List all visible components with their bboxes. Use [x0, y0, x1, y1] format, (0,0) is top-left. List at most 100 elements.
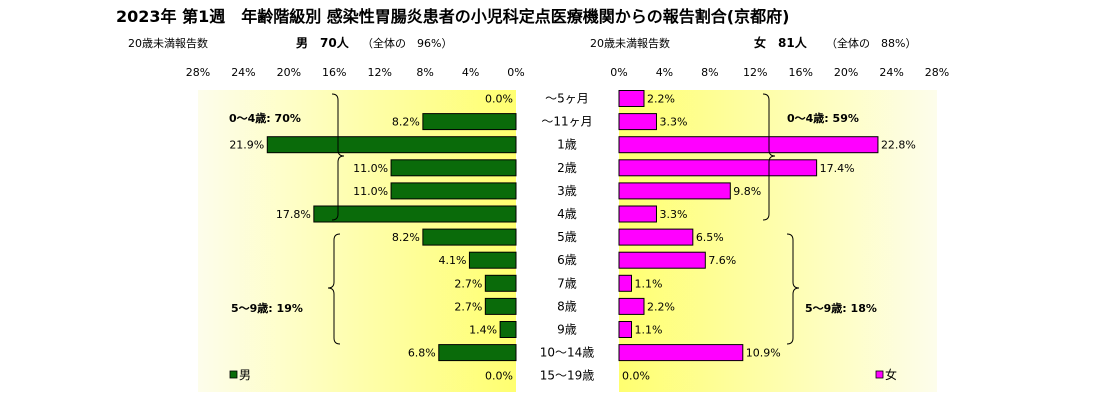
male-bar [313, 205, 517, 223]
female-value-label: 17.4% [820, 162, 855, 175]
male-x-tick-label: 12% [367, 66, 391, 79]
category-label: 4歳 [557, 207, 577, 221]
male-value-label: 21.9% [229, 139, 264, 152]
female-x-tick-label: 20% [834, 66, 858, 79]
right-header-summary: 女 81人 [754, 35, 808, 50]
male-bar [484, 297, 517, 315]
female-x-tick-label: 4% [656, 66, 673, 79]
female-value-label: 2.2% [647, 300, 675, 313]
female-x-axis: 0% 4% 8% 12% 16% 20% 24% 28% [610, 66, 949, 79]
female-0-4-annotation: 0～4歳: 59% [787, 111, 859, 125]
category-label: 6歳 [557, 253, 577, 267]
male-x-tick-label: 28% [186, 66, 210, 79]
chart-title: 2023年 第1週 年齢階級別 感染性胃腸炎患者の小児科定点医療機関からの報告割… [116, 7, 789, 26]
female-5-9-brace [786, 233, 800, 345]
male-5-9-annotation: 5～9歳: 19% [231, 301, 303, 315]
male-bar [266, 136, 517, 154]
left-header-note: （全体の 96%） [362, 36, 452, 50]
female-x-tick-label: 0% [610, 66, 627, 79]
male-value-label: 2.7% [454, 277, 482, 290]
female-value-label: 10.9% [746, 347, 781, 360]
category-labels: ～5ヶ月 ～11ヶ月 1歳 2歳 3歳 4歳 5歳 6歳 7歳 8歳 9歳 10～14歳 15～19歳 [540, 92, 595, 383]
female-x-tick-label: 12% [743, 66, 767, 79]
male-value-label: 17.8% [276, 208, 311, 221]
male-value-label: 11.0% [353, 162, 388, 175]
female-5-9-annotation: 5～9歳: 18% [805, 301, 877, 315]
female-value-label: 3.3% [659, 208, 687, 221]
male-legend-label: 男 [239, 368, 251, 382]
female-value-label: 6.5% [696, 231, 724, 244]
male-x-tick-label: 20% [277, 66, 301, 79]
right-header-note: （全体の 88%） [826, 36, 916, 50]
female-value-label: 1.1% [634, 324, 662, 337]
female-bar [618, 251, 706, 269]
category-label: 7歳 [557, 276, 577, 290]
male-0-4-annotation: 0～4歳: 70% [229, 111, 301, 125]
male-0-4-brace [331, 93, 345, 221]
female-bar [618, 90, 645, 107]
category-label: ～11ヶ月 [541, 115, 592, 129]
male-x-tick-label: 4% [462, 66, 479, 79]
male-x-tick-label: 0% [507, 66, 524, 79]
male-x-tick-label: 24% [231, 66, 255, 79]
male-5-9-brace [327, 233, 341, 345]
category-label: ～5ヶ月 [545, 92, 589, 106]
female-legend-label: 女 [885, 367, 897, 382]
female-bar [618, 136, 879, 154]
category-label: 5歳 [557, 230, 577, 244]
female-legend-swatch [875, 370, 884, 379]
male-legend-swatch [229, 370, 238, 379]
female-0-4-brace [762, 93, 776, 221]
left-header-label: 20歳未満報告数 [128, 37, 208, 50]
male-bar [484, 274, 517, 292]
male-bar [438, 344, 517, 362]
female-value-label: 2.2% [647, 93, 675, 106]
female-x-tick-label: 8% [701, 66, 718, 79]
category-label: 9歳 [557, 323, 577, 337]
male-value-label: 1.4% [469, 324, 497, 337]
male-bar [468, 251, 517, 269]
male-value-label: 2.7% [454, 300, 482, 313]
category-label: 10～14歳 [540, 346, 595, 360]
female-x-tick-label: 24% [879, 66, 903, 79]
female-bar [618, 344, 744, 362]
female-bar [618, 274, 632, 292]
category-label: 2歳 [557, 161, 577, 175]
female-x-tick-label: 28% [925, 66, 949, 79]
female-bar [618, 321, 632, 338]
male-bar [390, 182, 517, 200]
male-value-label: 4.1% [438, 254, 466, 267]
female-bar [618, 228, 694, 246]
left-header-summary: 男 70人 [296, 35, 350, 50]
female-value-label: 3.3% [659, 116, 687, 129]
male-x-tick-label: 16% [322, 66, 346, 79]
female-value-label: 0.0% [622, 370, 650, 383]
female-bar [618, 159, 818, 177]
female-x-tick-label: 16% [788, 66, 812, 79]
category-label: 15～19歳 [540, 369, 595, 383]
female-value-label: 22.8% [881, 139, 916, 152]
female-bar [618, 205, 657, 223]
category-label: 3歳 [557, 184, 577, 198]
category-label: 8歳 [557, 299, 577, 313]
male-x-tick-label: 8% [416, 66, 433, 79]
male-bar [499, 321, 517, 338]
male-bar [390, 159, 517, 177]
male-x-axis: 0% 4% 8% 12% 16% 20% 24% 28% [186, 66, 525, 79]
category-label: 1歳 [557, 138, 577, 152]
female-value-label: 7.6% [708, 254, 736, 267]
male-bar [422, 113, 517, 131]
male-value-label: 0.0% [485, 370, 513, 383]
male-bar [422, 228, 517, 246]
right-header-label: 20歳未満報告数 [590, 37, 670, 50]
male-value-label: 6.8% [408, 347, 436, 360]
male-value-label: 11.0% [353, 185, 388, 198]
female-value-label: 9.8% [733, 185, 761, 198]
female-bar [618, 113, 657, 131]
male-value-label: 0.0% [485, 93, 513, 106]
male-value-label: 8.2% [392, 231, 420, 244]
female-value-label: 1.1% [634, 277, 662, 290]
bars-layer: 0.0% 2.2% 8.2% 3.3% 21.9% 22.8% 11.0% 17.4% 11.0… [229, 90, 916, 383]
female-bar [618, 182, 731, 200]
